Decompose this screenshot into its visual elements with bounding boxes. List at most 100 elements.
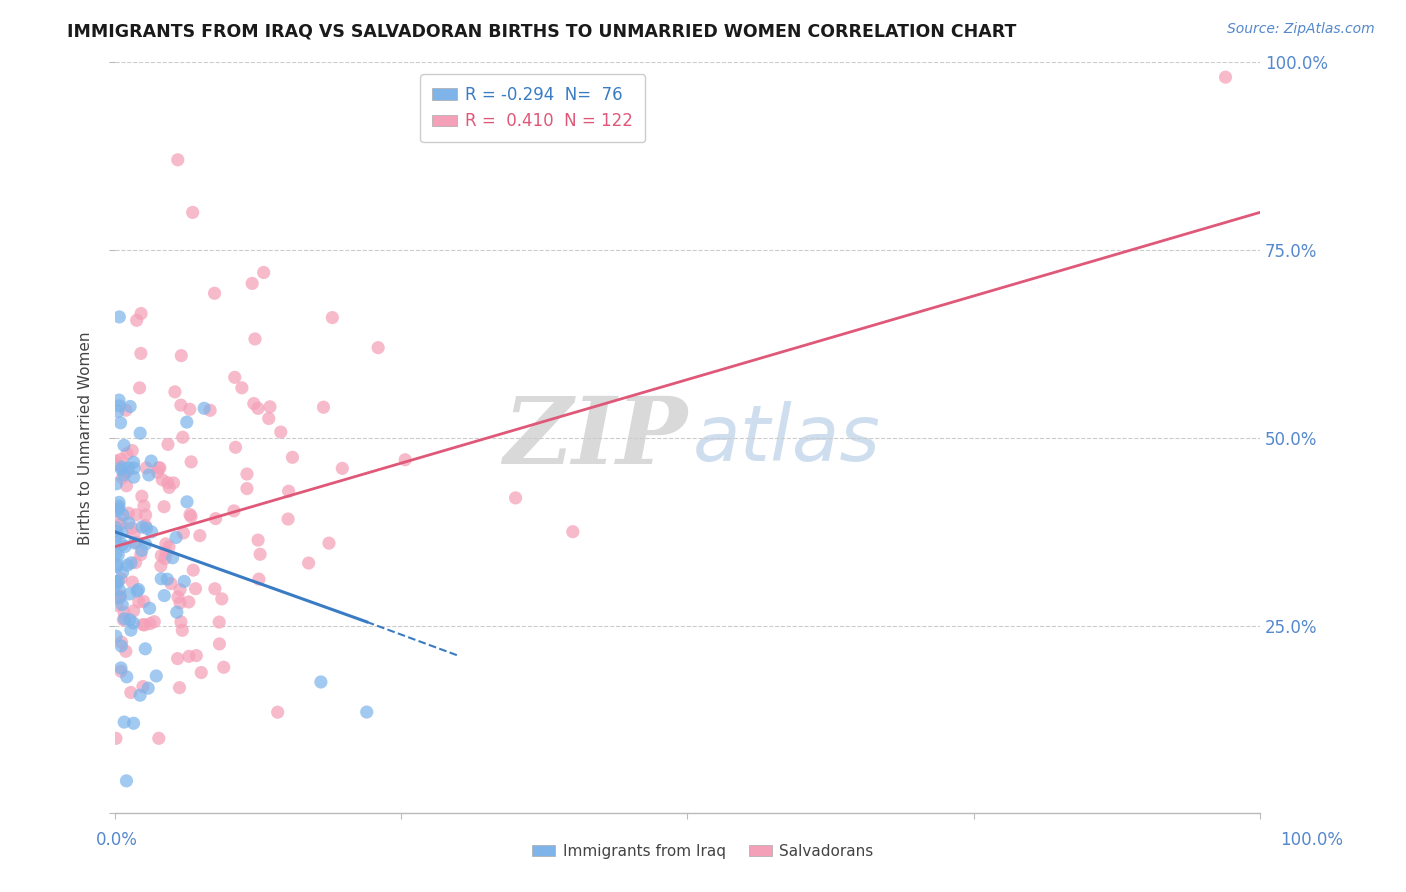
Point [128,582,150,597]
Point [104,458,127,472]
Point [561,524,583,539]
Point [107,558,129,572]
Point [131,543,153,558]
Point [117,461,139,475]
Point [114,540,136,554]
Point [155,546,177,560]
Point [124,556,146,570]
Point [110,661,132,675]
Point [104,529,127,543]
Point [146,466,169,480]
Point [212,660,235,674]
Point [318,536,340,550]
Point [141,524,163,539]
Text: atlas: atlas [693,401,882,477]
Point [118,587,141,601]
Point [330,461,353,475]
Point [153,551,176,566]
Point [172,526,194,541]
Point [104,574,127,589]
Point [125,535,148,549]
Point [122,455,145,469]
Text: ZIP: ZIP [503,392,688,483]
Point [134,618,156,632]
Point [505,491,527,505]
Point [169,582,191,597]
Point [134,641,156,656]
Point [204,286,226,301]
Point [166,651,188,665]
Point [110,635,132,649]
Point [107,548,129,562]
Point [115,447,138,461]
Point [125,508,148,522]
Point [122,461,145,475]
Point [110,452,132,467]
Point [177,649,200,664]
Point [253,266,276,280]
Point [181,205,204,219]
Point [270,425,292,439]
Point [148,731,170,746]
Point [120,400,142,414]
Point [110,589,132,603]
Point [193,401,215,416]
Point [277,512,299,526]
Legend: Immigrants from Iraq, Salvadorans: Immigrants from Iraq, Salvadorans [526,838,880,864]
Point [155,537,177,551]
Point [112,438,135,452]
Point [122,526,145,541]
Point [243,332,266,346]
Point [118,613,141,627]
Point [176,415,198,429]
Point [122,604,145,618]
Point [208,637,231,651]
Point [204,582,226,596]
Point [105,515,128,529]
Point [170,398,193,412]
Point [180,509,202,524]
Text: IMMIGRANTS FROM IRAQ VS SALVADORAN BIRTHS TO UNMARRIED WOMEN CORRELATION CHART: IMMIGRANTS FROM IRAQ VS SALVADORAN BIRTH… [67,22,1017,40]
Point [104,536,127,550]
Point [160,576,183,591]
Point [169,681,191,695]
Point [139,616,162,631]
Point [249,547,271,561]
Point [321,310,343,325]
Point [148,460,170,475]
Point [129,307,152,321]
Point [184,582,207,596]
Point [108,591,131,605]
Point [170,615,193,629]
Point [107,404,129,418]
Point [247,572,270,586]
Point [122,615,145,630]
Point [177,595,200,609]
Point [120,556,142,570]
Point [132,499,155,513]
Point [129,346,152,360]
Point [111,508,134,522]
Point [224,370,246,384]
Point [138,467,160,482]
Point [110,664,132,678]
Point [117,558,139,573]
Point [257,411,280,425]
Point [125,313,148,327]
Point [108,583,131,598]
Point [172,430,194,444]
Point [124,536,146,550]
Point [170,349,193,363]
Point [225,440,247,454]
Point [110,572,132,586]
Point [105,599,128,613]
Point [179,402,201,417]
Point [110,516,132,531]
Point [312,401,335,415]
Point [115,479,138,493]
Text: Source: ZipAtlas.com: Source: ZipAtlas.com [1227,22,1375,37]
Point [110,416,132,430]
Point [107,504,129,518]
Point [117,506,139,520]
Point [166,605,188,619]
